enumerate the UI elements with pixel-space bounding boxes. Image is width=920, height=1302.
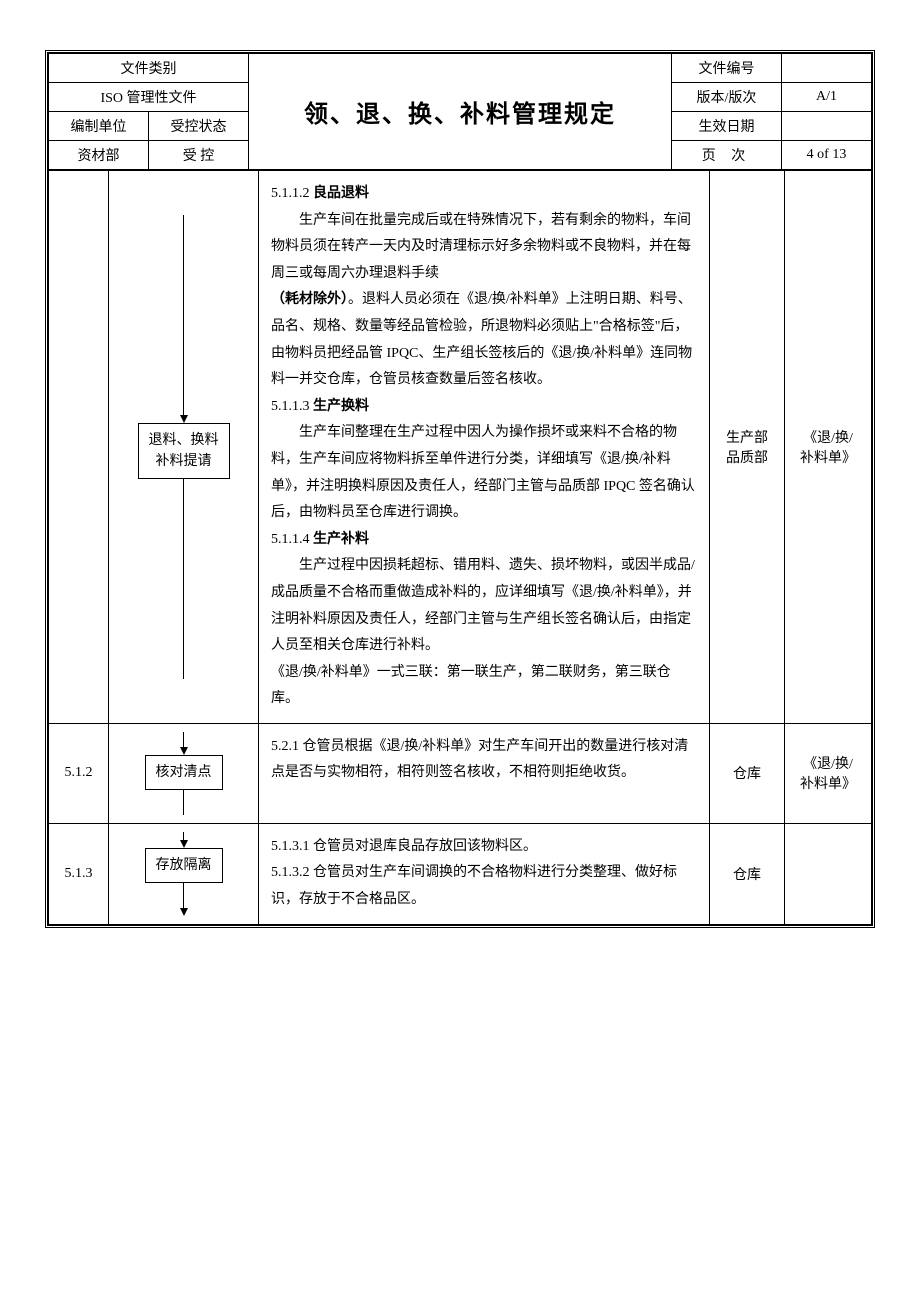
content-row-3: 5.1.3 存放隔离 5.1.3.1 仓管员对退库良品存放回该物料区。 5.1.… — [49, 823, 872, 924]
row1-form-l1: 《退/换/ — [793, 427, 863, 447]
row1-description: 5.1.1.2 良品退料 生产车间在批量完成后或在特殊情况下，若有剩余的物料，车… — [259, 171, 710, 724]
flow-arrow-line — [183, 883, 184, 908]
row1-form: 《退/换/ 补料单》 — [785, 171, 872, 724]
flow-arrow-line — [183, 832, 184, 840]
sec-5112-title: 良品退料 — [313, 186, 369, 201]
row2-description: 5.2.1 仓管员根据《退/换/补料单》对生产车间开出的数量进行核对清点是否与实… — [259, 723, 710, 823]
row2-form: 《退/换/ 补料单》 — [785, 723, 872, 823]
flow-box-request-l1: 退料、换料 — [149, 433, 219, 448]
value-version: A/1 — [782, 83, 872, 112]
row1-dept-l1: 生产部 — [718, 427, 776, 447]
value-page: 4 of 13 — [782, 141, 872, 170]
row1-number — [49, 171, 109, 724]
flow-arrow-line — [183, 790, 184, 815]
label-effective-date: 生效日期 — [672, 112, 782, 141]
sec-5112-num: 5.1.1.2 — [271, 186, 313, 201]
row2-form-l1: 《退/换/ — [793, 753, 863, 773]
header-table: 文件类别 领、退、换、补料管理规定 文件编号 ISO 管理性文件 版本/版次 A… — [48, 53, 872, 170]
sec-5112-text-bold: （耗材除外） — [271, 292, 348, 307]
label-dept: 编制单位 — [49, 112, 149, 141]
label-doc-category: 文件类别 — [49, 54, 249, 83]
label-doc-number: 文件编号 — [672, 54, 782, 83]
flow-arrow-head-icon — [180, 908, 188, 916]
content-row-2: 5.1.2 核对清点 5.2.1 仓管员根据《退/换/补料单》对生产车间开出的数… — [49, 723, 872, 823]
sec-5112-text-a: 生产车间在批量完成后或在特殊情况下，若有剩余的物料，车间物料员须在转产一天内及时… — [271, 208, 697, 288]
flow-arrow-head-icon — [180, 415, 188, 423]
flow-box-storage: 存放隔离 — [145, 848, 223, 883]
sec-5114-copies: 《退/换/补料单》一式三联：第一联生产，第二联财务，第三联仓库。 — [271, 660, 697, 713]
content-table: 退料、换料 补料提请 5.1.1.2 良品退料 生产车间在批量完成后或在特殊情况… — [48, 170, 872, 925]
row3-flow-cell: 存放隔离 — [109, 823, 259, 924]
row2-flow-cell: 核对清点 — [109, 723, 259, 823]
value-effective-date — [782, 112, 872, 141]
value-doc-number — [782, 54, 872, 83]
flow-arrow-line — [183, 479, 184, 679]
row1-form-l2: 补料单》 — [793, 447, 863, 467]
row3-number: 5.1.3 — [49, 823, 109, 924]
row1-dept-l2: 品质部 — [718, 447, 776, 467]
value-control-status: 受 控 — [149, 141, 249, 170]
content-row-1: 退料、换料 补料提请 5.1.1.2 良品退料 生产车间在批量完成后或在特殊情况… — [49, 171, 872, 724]
row2-dept: 仓库 — [710, 723, 785, 823]
flow-box-verify: 核对清点 — [145, 755, 223, 790]
flow-arrow-line — [183, 215, 184, 415]
value-dept: 资材部 — [49, 141, 149, 170]
flow-arrow-line — [183, 732, 184, 747]
sec-5114-title: 生产补料 — [313, 532, 369, 547]
flow-box-request-l2: 补料提请 — [156, 454, 212, 469]
sec-5132-text: 5.1.3.2 仓管员对生产车间调换的不合格物料进行分类整理、做好标识，存放于不… — [271, 860, 697, 913]
flow-arrow-head-icon — [180, 840, 188, 848]
sec-5131-text: 5.1.3.1 仓管员对退库良品存放回该物料区。 — [271, 834, 697, 861]
row1-flow-cell: 退料、换料 补料提请 — [109, 171, 259, 724]
sec-5113-title: 生产换料 — [313, 399, 369, 414]
row2-form-l2: 补料单》 — [793, 773, 863, 793]
sec-5114-text: 生产过程中因损耗超标、错用料、遗失、损坏物料，或因半成品/成品质量不合格而重做造… — [271, 553, 697, 659]
document-frame: 文件类别 领、退、换、补料管理规定 文件编号 ISO 管理性文件 版本/版次 A… — [45, 50, 875, 928]
label-page: 页 次 — [672, 141, 782, 170]
label-version: 版本/版次 — [672, 83, 782, 112]
sec-5113-text: 生产车间整理在生产过程中因人为操作损坏或来料不合格的物料，生产车间应将物料拆至单… — [271, 420, 697, 526]
flow-box-request: 退料、换料 补料提请 — [138, 423, 230, 479]
row2-number: 5.1.2 — [49, 723, 109, 823]
value-doc-category: ISO 管理性文件 — [49, 83, 249, 112]
row3-description: 5.1.3.1 仓管员对退库良品存放回该物料区。 5.1.3.2 仓管员对生产车… — [259, 823, 710, 924]
row3-form — [785, 823, 872, 924]
row1-dept: 生产部 品质部 — [710, 171, 785, 724]
row3-dept: 仓库 — [710, 823, 785, 924]
label-control-status: 受控状态 — [149, 112, 249, 141]
flow-arrow-head-icon — [180, 747, 188, 755]
sec-5113-num: 5.1.1.3 — [271, 399, 313, 414]
document-title: 领、退、换、补料管理规定 — [249, 54, 672, 170]
sec-5114-num: 5.1.1.4 — [271, 532, 313, 547]
